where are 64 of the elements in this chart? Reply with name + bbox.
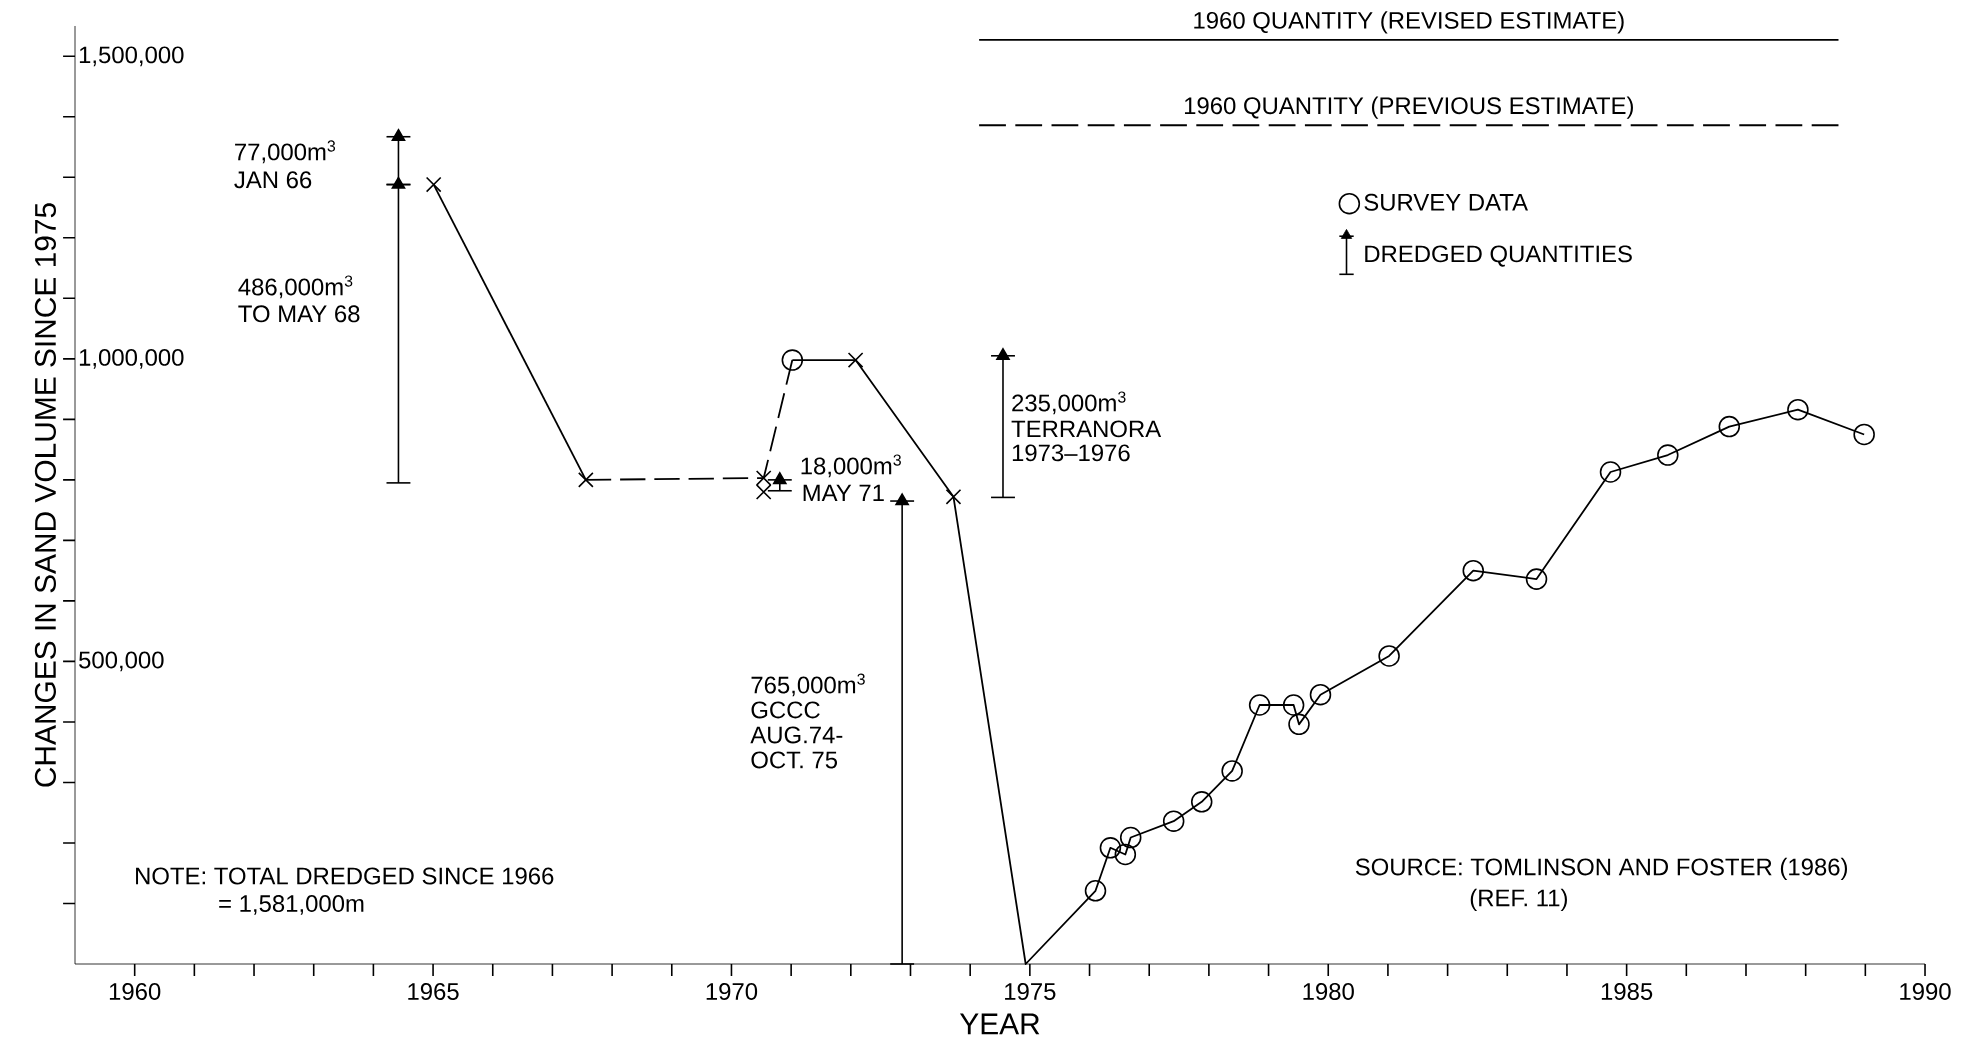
annotation: 18,000m$^{3}$ xyxy=(801,454,901,478)
point xyxy=(781,349,804,371)
point xyxy=(391,176,406,189)
legend-label: SURVEY DATA xyxy=(1364,193,1529,211)
annotation: = 1,581,000m xyxy=(219,895,364,915)
point xyxy=(1718,415,1741,438)
y-tick-label: 1,500,000 xyxy=(79,46,184,67)
point xyxy=(945,488,962,505)
point xyxy=(1525,568,1548,590)
x-tick-label: 1960 xyxy=(109,983,161,1000)
point xyxy=(1221,760,1243,782)
x-tick-label: 1975 xyxy=(1005,983,1056,1000)
point xyxy=(755,470,772,486)
annotation: AUG.74- xyxy=(750,726,843,744)
y-tick-label: 1,000,000 xyxy=(79,348,184,369)
point xyxy=(1114,843,1137,866)
x-tick-label: 1985 xyxy=(1601,983,1653,1000)
annotation: 77,000m$^{3}$ xyxy=(235,140,336,164)
point xyxy=(1190,791,1213,813)
annotation: TERRANORA xyxy=(1011,420,1162,438)
point xyxy=(1309,683,1332,706)
point xyxy=(578,472,594,488)
x-tick-label: 1970 xyxy=(706,983,758,1000)
point xyxy=(1282,694,1305,716)
point xyxy=(772,472,787,485)
annotation: TO MAY 68 xyxy=(238,305,360,323)
legend-label: DREDGED QUANTITIES xyxy=(1365,245,1632,267)
annotation: SOURCE: TOMLINSON AND FOSTER (1986) xyxy=(1355,857,1848,881)
series-label: 1960 QUANTITY (REVISED ESTIMATE) xyxy=(1194,11,1624,34)
x-axis-title: YEAR xyxy=(959,1013,1040,1035)
point xyxy=(1248,694,1271,716)
point xyxy=(1162,810,1185,832)
point xyxy=(1378,645,1400,667)
x-tick-label: 1990 xyxy=(1900,983,1951,1000)
point xyxy=(1099,837,1122,859)
annotation: 1973–1976 xyxy=(1012,444,1130,462)
annotation: 486,000m$^{3}$ xyxy=(238,275,353,299)
annotation: NOTE: TOTAL DREDGED SINCE 1966 xyxy=(136,867,554,885)
point xyxy=(1288,713,1310,736)
point xyxy=(1657,444,1679,466)
point xyxy=(1119,826,1142,849)
annotation: (REF. 11) xyxy=(1470,888,1567,912)
annotation: 765,000m$^{3}$ xyxy=(751,673,865,697)
series-label: 1960 QUANTITY (PREVIOUS ESTIMATE) xyxy=(1184,96,1633,119)
y-tick-label: 500,000 xyxy=(79,651,164,672)
point xyxy=(996,348,1010,361)
annotation: JAN 66 xyxy=(234,171,312,189)
point xyxy=(1599,461,1622,483)
point xyxy=(425,176,442,193)
annotation: MAY 71 xyxy=(803,484,884,502)
y-axis-title: CHANGES IN SAND VOLUME SINCE 1975 xyxy=(34,203,56,787)
point xyxy=(1853,423,1875,446)
annotation: OCT. 75 xyxy=(751,751,838,769)
point xyxy=(391,128,406,142)
annotation: 235,000m$^{3}$ xyxy=(1012,391,1126,415)
point xyxy=(1084,880,1107,902)
x-tick-label: 1965 xyxy=(408,983,459,1000)
annotation: GCCC xyxy=(751,701,820,719)
point xyxy=(755,484,772,500)
point xyxy=(847,352,864,368)
point xyxy=(895,493,909,506)
point xyxy=(1787,398,1809,421)
point xyxy=(1462,559,1485,582)
x-tick-label: 1980 xyxy=(1303,983,1354,1000)
